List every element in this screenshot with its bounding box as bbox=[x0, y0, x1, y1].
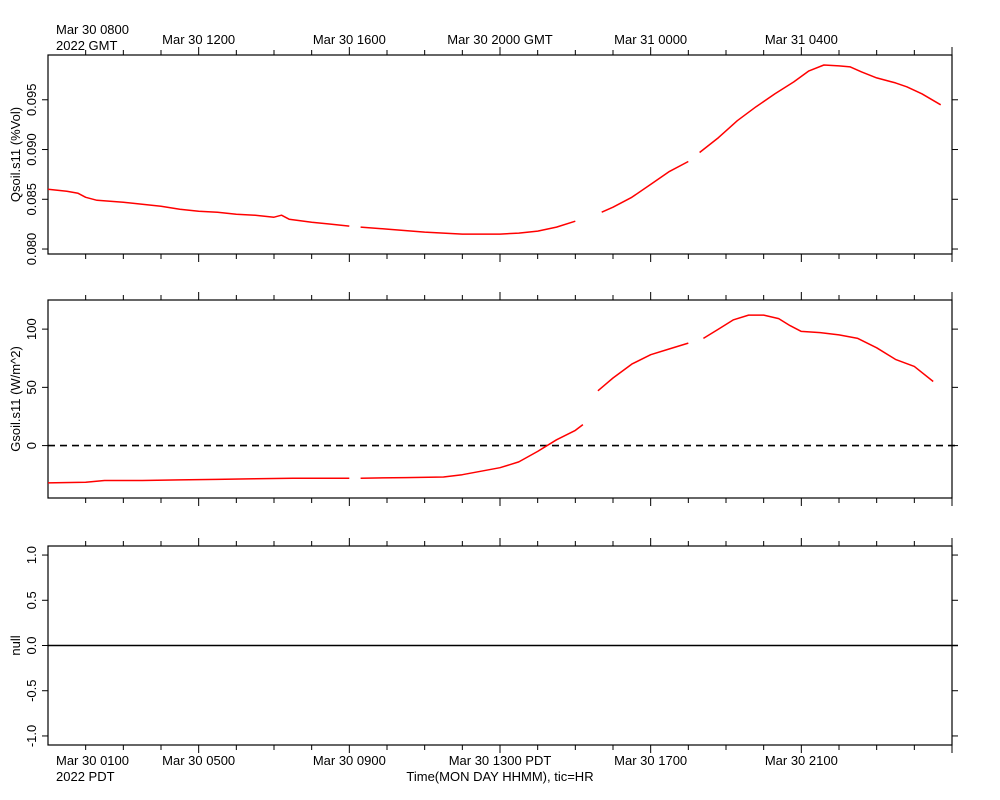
y-tick-label: 0 bbox=[24, 442, 39, 449]
pdt-first-tick-label: Mar 30 0100 bbox=[56, 753, 129, 768]
series-line bbox=[47, 477, 350, 484]
pdt-tick-labels: Mar 30 0500 Mar 30 0900 Mar 30 1300 PDT Mar… bbox=[162, 753, 838, 768]
y-tick-label: 0.080 bbox=[24, 233, 39, 266]
gmt-year-label: 2022 GMT bbox=[56, 38, 117, 53]
y-tick-label: 50 bbox=[24, 380, 39, 394]
y-axis-label: Qsoil.s11 (%Vol) bbox=[8, 107, 23, 202]
series-line bbox=[597, 342, 689, 392]
y-tick-label: -1.0 bbox=[24, 725, 39, 747]
plot-frame bbox=[47, 54, 953, 255]
y-tick-label: 0.0 bbox=[24, 636, 39, 654]
pdt-tick-label: Mar 30 0500 bbox=[162, 753, 235, 768]
y-tick-label: -0.5 bbox=[24, 680, 39, 702]
series-line bbox=[360, 220, 576, 235]
series-line bbox=[601, 160, 689, 213]
gmt-tick-label: Mar 30 1600 bbox=[313, 32, 386, 47]
x-axis-label: Time(MON DAY HHMM), tic=HR bbox=[406, 769, 593, 784]
pdt-tick-label: Mar 30 0900 bbox=[313, 753, 386, 768]
y-tick-label: 0.090 bbox=[24, 133, 39, 166]
y-axis-label: null bbox=[8, 635, 23, 655]
series-line bbox=[47, 188, 350, 227]
null-panel: -1.0 -0.5 0.0 0.5 1.0 null bbox=[8, 538, 958, 753]
y-tick-label: 1.0 bbox=[24, 546, 39, 564]
gmt-tick-labels: Mar 30 1200 Mar 30 1600 Mar 30 2000 GMT Mar… bbox=[162, 32, 838, 47]
gmt-first-tick-label: Mar 30 0800 bbox=[56, 22, 129, 37]
y-tick-label: 0.5 bbox=[24, 591, 39, 609]
y-tick-label: 100 bbox=[24, 318, 39, 340]
series-line bbox=[699, 64, 942, 154]
series-line bbox=[703, 314, 934, 383]
pdt-tick-label: Mar 30 2100 bbox=[765, 753, 838, 768]
y-tick-label: 0.095 bbox=[24, 84, 39, 117]
gmt-tick-label: Mar 30 2000 GMT bbox=[447, 32, 553, 47]
y-axis-label: Gsoil.s11 (W/m^2) bbox=[8, 346, 23, 452]
pdt-tick-label: Mar 30 1300 PDT bbox=[449, 753, 552, 768]
pdt-year-label: 2022 PDT bbox=[56, 769, 115, 784]
gmt-tick-label: Mar 30 1200 bbox=[162, 32, 235, 47]
gmt-tick-label: Mar 31 0000 bbox=[614, 32, 687, 47]
pdt-tick-label: Mar 30 1700 bbox=[614, 753, 687, 768]
y-tick-label: 0.085 bbox=[24, 183, 39, 216]
series-line bbox=[360, 424, 584, 479]
gmt-tick-label: Mar 31 0400 bbox=[765, 32, 838, 47]
